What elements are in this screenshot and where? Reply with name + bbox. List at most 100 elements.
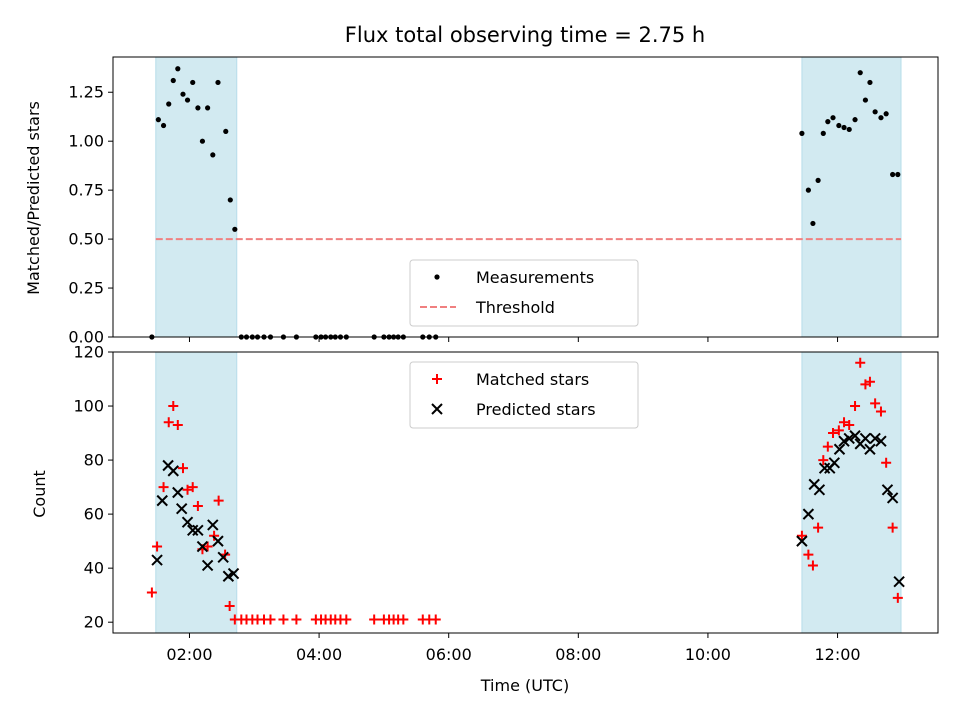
matched-star-point: [430, 614, 441, 625]
measurement-point: [232, 226, 238, 232]
predicted-star-point: [859, 432, 872, 445]
top-y-axis-label: Matched/Predicted stars: [24, 101, 43, 295]
predicted-star-point: [843, 432, 855, 445]
y-tick-label: 0.00: [68, 328, 104, 347]
x-tick-label: 06:00: [426, 645, 472, 664]
matched-star-point: [192, 501, 203, 512]
measurement-point: [184, 97, 191, 103]
y-tick-label: 60: [84, 505, 104, 524]
measurement-point: [815, 177, 821, 183]
matched-star-point: [278, 614, 289, 625]
matched-star-point: [887, 522, 898, 533]
measurement-point: [841, 124, 847, 131]
legend-box: [409, 259, 639, 327]
predicted-star-point: [156, 494, 168, 507]
legend: Matched stars Predicted stars: [409, 361, 639, 429]
y-tick-label: 100: [73, 397, 104, 416]
predicted-star-point: [207, 519, 219, 531]
measurement-point: [190, 79, 196, 86]
measurement-point: [215, 79, 221, 86]
matched-star-point: [875, 406, 886, 417]
measurement-point: [175, 66, 181, 72]
measurement-point: [805, 187, 811, 193]
matched-star-point: [881, 457, 892, 468]
matched-star-point: [291, 614, 302, 625]
x-tick-label: 10:00: [685, 645, 731, 664]
matched-star-point: [187, 482, 198, 493]
measurement-point: [836, 122, 842, 129]
matched-star-point: [803, 549, 814, 560]
matched-star-point: [398, 614, 409, 625]
matched-star-point: [168, 401, 179, 412]
legend-label: Threshold: [475, 298, 555, 317]
measurement-point: [227, 197, 233, 203]
y-tick-label: 120: [73, 343, 104, 362]
matched-star-point: [813, 522, 824, 533]
matched-star-point: [828, 428, 839, 439]
matched-star-point: [213, 495, 224, 506]
top-panel: 0.00 0.25 0.50 0.75 1.00 1.25 Measurements Thre…: [68, 56, 939, 347]
predicted-star-point: [875, 435, 887, 447]
predicted-star-point: [796, 535, 808, 547]
axes-frame: [112, 56, 939, 338]
legend-label: Predicted stars: [476, 400, 596, 419]
matched-star-point: [172, 419, 183, 430]
predicted-star-point: [849, 430, 861, 442]
matched-star-point: [209, 530, 220, 541]
matched-star-point: [870, 398, 881, 409]
measurement-point: [862, 97, 869, 103]
predicted-star-point: [886, 492, 899, 504]
measurement-point: [867, 79, 873, 86]
legend-label: Measurements: [476, 268, 594, 287]
matched-star-point: [864, 376, 875, 387]
shaded-interval-0: [155, 351, 238, 634]
matched-star-point: [369, 614, 380, 625]
y-tick-label: 0.75: [68, 181, 104, 200]
predicted-star-point: [187, 524, 199, 537]
y-tick-label: 0.50: [68, 230, 104, 249]
measurement-point: [825, 119, 831, 125]
x-axis-label: Time (UTC): [480, 676, 569, 695]
y-tick-label: 1.25: [68, 83, 104, 102]
chart-title: Flux total observing time = 2.75 h: [345, 23, 705, 47]
predicted-star-point: [828, 457, 841, 469]
matched-star-point: [182, 484, 193, 495]
matched-star-point: [855, 357, 866, 368]
shaded-interval-1: [801, 56, 902, 338]
predicted-star-point: [864, 443, 876, 455]
predicted-star-point: [196, 540, 209, 553]
matched-star-point: [158, 482, 169, 493]
matched-star-point: [818, 455, 829, 466]
legend: Measurements Threshold: [409, 259, 639, 327]
y-tick-label: 0.25: [68, 279, 104, 298]
measurement-point: [210, 152, 216, 158]
matched-star-point: [265, 614, 276, 625]
predicted-star-point: [212, 535, 224, 547]
measurement-point: [878, 115, 884, 121]
predicted-star-point: [192, 524, 204, 537]
measurement-point: [160, 122, 167, 129]
measurement-point: [857, 70, 863, 76]
predicted-star-point: [181, 516, 194, 528]
matched-star-point: [807, 560, 818, 571]
predicted-star-point: [813, 484, 826, 496]
axes-frame: [112, 351, 939, 634]
predicted-star-point: [172, 486, 184, 499]
measurement-point: [180, 91, 186, 97]
predicted-star-point: [833, 443, 846, 455]
predicted-star-point: [869, 432, 881, 445]
matched-star-point: [177, 463, 188, 474]
legend-label: Matched stars: [476, 370, 589, 389]
matched-star-point: [844, 419, 855, 430]
measurement-point: [830, 115, 836, 121]
measurement-point: [890, 171, 896, 178]
matched-star-point: [839, 417, 850, 428]
matched-star-point: [341, 614, 352, 625]
measurement-point: [846, 126, 852, 133]
shaded-interval-0: [155, 56, 238, 338]
legend-plus-icon: [432, 374, 442, 384]
matched-star-point: [152, 541, 163, 552]
matched-star-point: [833, 425, 844, 436]
x-tick-label: 04:00: [296, 645, 342, 664]
